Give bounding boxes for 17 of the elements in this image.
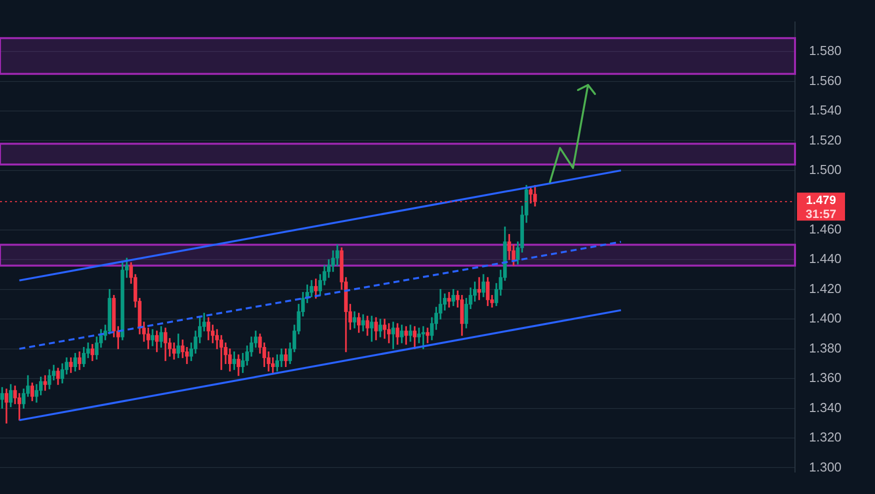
candlestick [447, 292, 451, 308]
y-tick-label: 1.540 [809, 102, 842, 118]
y-tick-label: 1.440 [809, 251, 842, 266]
y-tick-label: 1.500 [809, 162, 842, 178]
y-tick-label: 1.360 [809, 370, 842, 386]
y-tick-label: 1.320 [809, 430, 842, 445]
y-tick-label: 1.300 [809, 459, 842, 474]
ref-line-label: 1.479 [806, 192, 836, 207]
y-tick-label: 1.520 [809, 132, 842, 148]
y-tick-label: 1.580 [809, 43, 842, 58]
y-tick-label: 1.420 [809, 280, 842, 296]
y-tick-label: 1.560 [809, 72, 842, 88]
y-tick-label: 1.380 [809, 340, 842, 356]
text: 31:57 [806, 206, 837, 221]
y-tick-label: 1.400 [809, 310, 842, 326]
y-tick-label: 1.340 [809, 400, 842, 415]
y-tick-label: 1.460 [809, 221, 842, 236]
